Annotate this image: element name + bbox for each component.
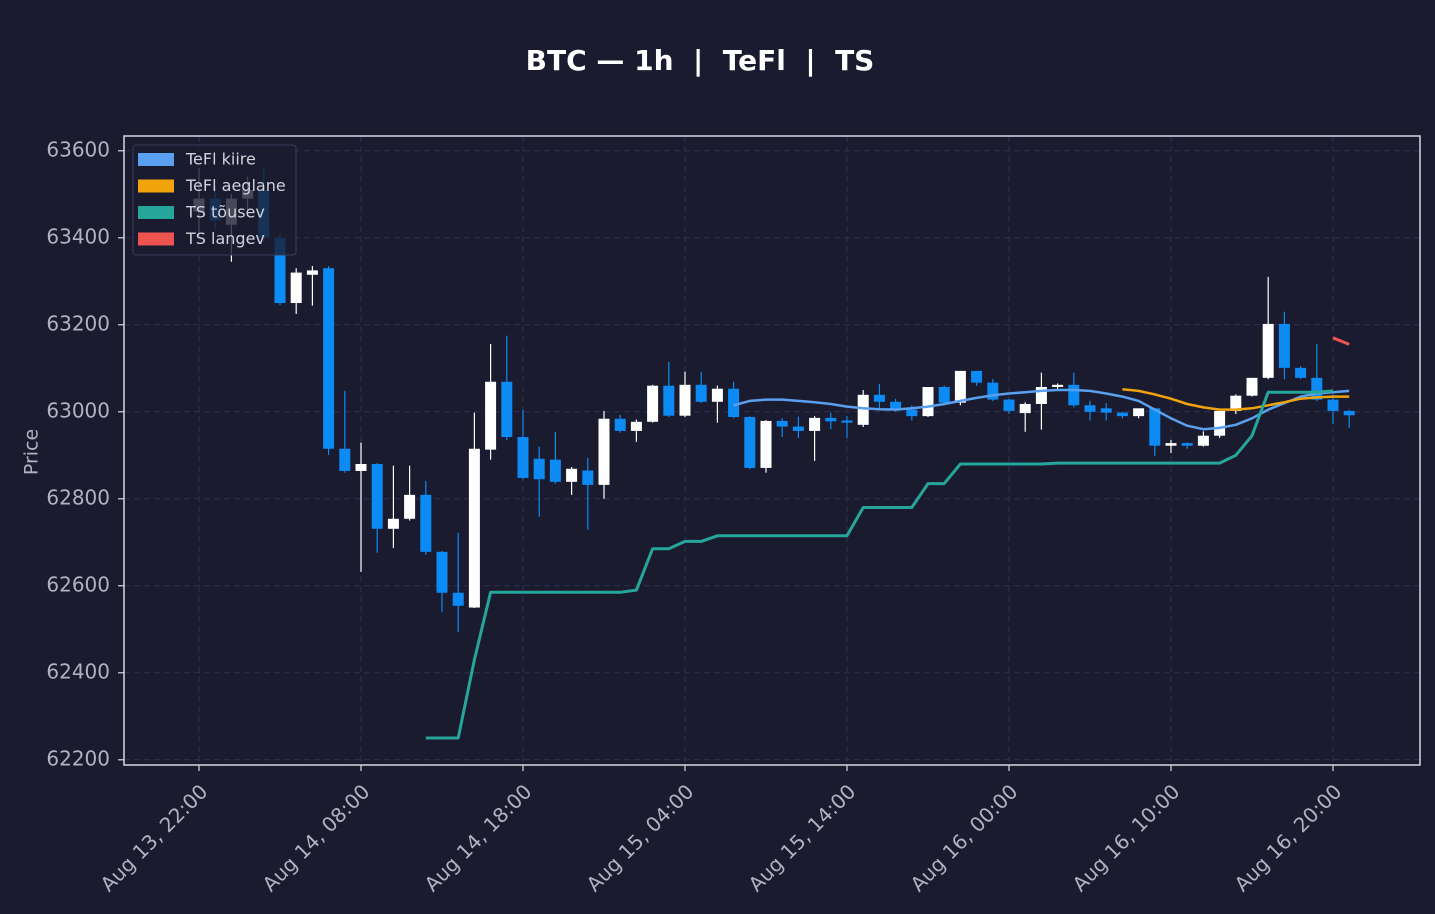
legend-swatch xyxy=(138,153,174,166)
candle-body xyxy=(728,388,740,418)
candle-body xyxy=(809,417,821,431)
candle-body xyxy=(760,420,772,468)
candle-body xyxy=(387,518,399,529)
candle-body xyxy=(355,463,367,471)
candle-body xyxy=(711,388,723,402)
candle-body xyxy=(1181,443,1193,446)
candle-body xyxy=(1068,384,1080,406)
candle-body xyxy=(825,417,837,422)
candle-body xyxy=(1278,323,1290,368)
candle-body xyxy=(938,386,950,403)
marks xyxy=(193,168,1355,740)
candle-body xyxy=(420,494,432,552)
candle-body xyxy=(647,385,659,422)
candle-body xyxy=(598,418,610,485)
candle-body xyxy=(566,468,578,482)
candle-body xyxy=(695,384,707,402)
legend-swatch xyxy=(138,232,174,246)
candle-body xyxy=(922,386,934,417)
candle-body xyxy=(792,426,804,431)
grid xyxy=(124,136,1420,765)
candle-body xyxy=(663,385,675,416)
candle-body xyxy=(1052,384,1064,387)
candle-body xyxy=(906,409,918,417)
candle-body xyxy=(776,420,788,427)
candle-body xyxy=(1035,386,1047,404)
candle-body xyxy=(404,494,416,519)
candle-body xyxy=(1100,408,1112,413)
candle-body xyxy=(1133,408,1145,417)
indicator-line xyxy=(425,389,1334,740)
candle-body xyxy=(274,237,286,304)
candle-body xyxy=(323,268,335,449)
plot-frame xyxy=(123,135,1421,766)
candle-body xyxy=(1214,410,1226,436)
candle-body xyxy=(987,382,999,400)
candle-body xyxy=(290,272,302,304)
indicator-line xyxy=(1332,336,1350,346)
legend-label: TeFl aeglane xyxy=(185,176,286,195)
candle-body xyxy=(1311,377,1323,400)
candle-body xyxy=(1116,412,1128,417)
legend-label: TS langev xyxy=(185,229,265,248)
candle-body xyxy=(1327,399,1339,411)
candle-body xyxy=(452,592,464,606)
candle-body xyxy=(1343,410,1355,416)
y-tick-label: 63600 xyxy=(46,137,110,161)
candle-body xyxy=(630,421,642,431)
candle-body xyxy=(1149,408,1161,446)
y-tick-label: 62400 xyxy=(46,659,110,683)
y-tick-label: 62600 xyxy=(46,572,110,596)
indicator-line xyxy=(1122,387,1350,411)
y-tick-label: 63400 xyxy=(46,224,110,248)
candle-body xyxy=(306,270,318,275)
candle-body xyxy=(1262,323,1274,378)
candle-body xyxy=(679,384,691,416)
candle-body xyxy=(468,448,480,608)
candle-body xyxy=(841,420,853,423)
chart-title: BTC — 1h | TeFl | TS xyxy=(526,44,875,77)
candle-body xyxy=(614,418,626,431)
candle-body xyxy=(501,381,513,438)
candle-body xyxy=(1165,443,1177,446)
candle-body xyxy=(1246,377,1258,396)
candle-body xyxy=(371,463,383,529)
legend-label: TS tõusev xyxy=(185,203,265,222)
candle-body xyxy=(533,458,545,480)
candle-body xyxy=(873,394,885,402)
candle-body xyxy=(744,417,756,468)
candle-body xyxy=(517,437,529,478)
candle-body xyxy=(1084,405,1096,412)
indicator-line xyxy=(733,388,1350,431)
candle-body xyxy=(1019,403,1031,414)
candle-body xyxy=(890,401,902,410)
candle-body xyxy=(971,370,983,383)
y-axis-label: Price xyxy=(21,429,43,475)
candle-body xyxy=(436,551,448,593)
y-tick-label: 62200 xyxy=(46,746,110,770)
legend-label: TeFl kiire xyxy=(185,150,256,169)
y-tick-label: 63000 xyxy=(46,398,110,422)
candle-body xyxy=(485,381,497,450)
legend: TeFl kiire TeFl aeglane TS tõusev TS langev xyxy=(132,144,297,256)
y-tick-label: 63200 xyxy=(46,311,110,335)
candle-body xyxy=(339,448,351,471)
candle-body xyxy=(1230,395,1242,411)
candle-body xyxy=(954,370,966,403)
candle-body xyxy=(549,459,561,482)
candle-body xyxy=(1295,367,1307,378)
candle-body xyxy=(1003,399,1015,411)
candle-body xyxy=(582,470,594,485)
legend-box xyxy=(132,144,297,256)
legend-swatch xyxy=(138,206,174,219)
candle-body xyxy=(1197,435,1209,446)
candle-body xyxy=(857,394,869,425)
legend-swatch xyxy=(138,179,174,193)
y-tick-label: 62800 xyxy=(46,485,110,509)
